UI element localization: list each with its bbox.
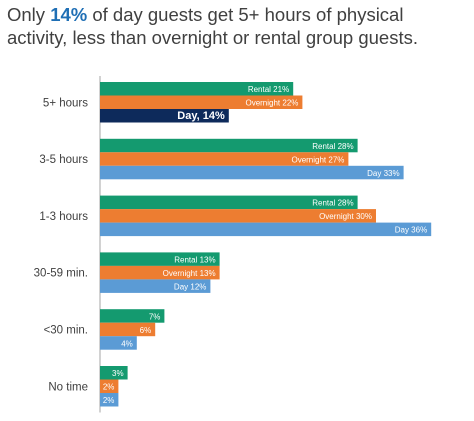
- data-label: Rental 28%: [312, 199, 353, 208]
- bar-rental: [100, 138, 358, 153]
- bar-overnight: [100, 95, 303, 109]
- data-label: Rental 13%: [174, 255, 215, 264]
- data-label: Day 12%: [174, 282, 206, 291]
- bar-overnight: [100, 379, 119, 393]
- data-label: Overnight 27%: [291, 155, 344, 164]
- bar-day: [100, 109, 229, 123]
- bar-overnight: [100, 322, 156, 337]
- category-label: 5+ hours: [43, 97, 88, 109]
- category-label: 1-3 hours: [39, 211, 88, 223]
- bar-overnight: [100, 265, 220, 280]
- data-label: 3%: [112, 369, 124, 378]
- category-label: 3-5 hours: [39, 154, 88, 166]
- data-label: Overnight 30%: [319, 212, 372, 221]
- data-label: Rental 21%: [248, 85, 289, 94]
- category-label: No time: [48, 381, 88, 393]
- bar-day: [100, 222, 432, 237]
- bar-rental: [100, 309, 165, 323]
- data-label: Rental 28%: [312, 142, 353, 151]
- data-label: Overnight 13%: [163, 269, 216, 278]
- category-label: <30 min.: [44, 324, 88, 336]
- bar-day: [100, 165, 404, 180]
- data-label: Overnight 22%: [245, 99, 298, 108]
- bar-overnight: [100, 209, 376, 223]
- title-post: of day guests get 5+ hours of physical a…: [7, 4, 418, 48]
- data-label: Day, 14%: [177, 110, 225, 122]
- data-label: Day 33%: [367, 169, 399, 178]
- data-label: 4%: [121, 339, 133, 348]
- chart-title: Only 14% of day guests get 5+ hours of p…: [7, 3, 467, 49]
- bar-rental: [100, 366, 128, 380]
- bar-day: [100, 393, 119, 407]
- bar-day: [100, 336, 137, 350]
- data-label: 7%: [149, 312, 161, 321]
- bar-rental: [100, 252, 220, 266]
- category-label: 30-59 min.: [34, 268, 88, 280]
- data-label: 6%: [140, 326, 152, 335]
- title-pre: Only: [7, 4, 51, 25]
- bar-rental: [100, 82, 294, 96]
- data-label: Day 36%: [395, 226, 427, 235]
- bar-overnight: [100, 152, 349, 166]
- title-highlight: 14%: [50, 4, 88, 25]
- bar-rental: [100, 195, 358, 210]
- bar-day: [100, 279, 211, 293]
- data-label: 2%: [103, 396, 115, 405]
- data-label: 2%: [103, 383, 115, 392]
